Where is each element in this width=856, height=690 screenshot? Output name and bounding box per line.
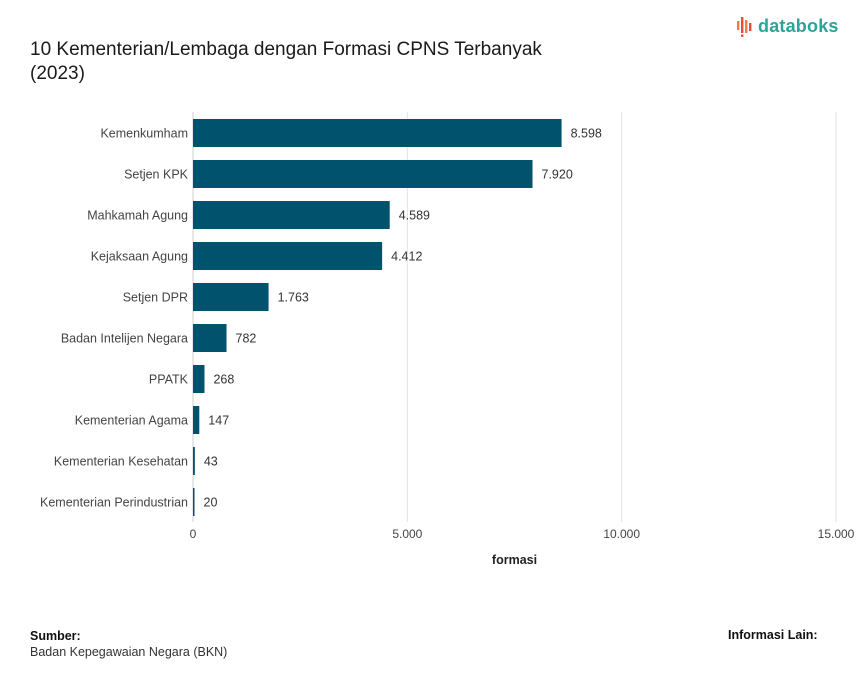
value-label: 4.412 [391, 250, 422, 264]
value-label: 268 [213, 373, 234, 387]
value-label: 1.763 [278, 291, 309, 305]
chart-title-line1: 10 Kementerian/Lembaga dengan Formasi CP… [30, 39, 542, 60]
bar-chart: Kemenkumham Setjen KPK Mahkamah Agung Kejak… [40, 112, 855, 567]
x-tick-label: 10.000 [603, 527, 640, 541]
category-label: Kementerian Agama [75, 414, 188, 428]
category-label: Kemenkumham [100, 127, 188, 141]
chart-title: 10 Kementerian/Lembaga dengan Formasi CP… [30, 38, 650, 86]
category-labels: Kemenkumham Setjen KPK Mahkamah Agung Kejak… [40, 127, 189, 510]
category-label: Mahkamah Agung [87, 209, 188, 223]
x-axis-label: formasi [492, 553, 537, 567]
databoks-logo-icon [737, 17, 752, 37]
bars [193, 119, 562, 516]
category-label: PPATK [149, 373, 189, 387]
category-label: Setjen KPK [124, 168, 189, 182]
bar [193, 283, 269, 311]
source-block: Sumber: Badan Kepegawaian Negara (BKN) [30, 628, 227, 660]
x-tick-labels: 0 5.000 10.000 15.000 [190, 527, 855, 541]
value-label: 147 [208, 414, 229, 428]
chart-title-line2: (2023) [30, 63, 85, 84]
bar [193, 488, 195, 516]
value-label: 7.920 [542, 168, 573, 182]
value-label: 8.598 [571, 127, 602, 141]
value-label: 20 [204, 496, 218, 510]
category-label: Setjen DPR [123, 291, 188, 305]
category-label: Kementerian Perindustrian [40, 496, 188, 510]
x-tick-label: 5.000 [392, 527, 422, 541]
value-label: 4.589 [399, 209, 430, 223]
value-label: 43 [204, 455, 218, 469]
brand-name: databoks [758, 15, 839, 36]
info-title: Informasi Lain: [728, 628, 818, 642]
bar [193, 365, 205, 393]
value-labels: 8.598 7.920 4.589 4.412 1.763 782 268 147 43 20 [204, 127, 602, 510]
source-text: Badan Kepegawaian Negara (BKN) [30, 645, 228, 659]
bar [193, 160, 533, 188]
bar [193, 242, 383, 270]
x-tick-label: 15.000 [818, 527, 855, 541]
bar [193, 324, 227, 352]
bar [193, 201, 390, 229]
brand-logo[interactable]: databoks [736, 14, 839, 38]
category-label: Badan Intelijen Negara [61, 332, 188, 346]
x-tick-label: 0 [190, 527, 197, 541]
category-label: Kejaksaan Agung [91, 250, 188, 264]
category-label: Kementerian Kesehatan [54, 455, 188, 469]
bar [193, 119, 562, 147]
bar [193, 406, 200, 434]
value-label: 782 [236, 332, 257, 346]
bar [193, 447, 195, 475]
source-title: Sumber: [30, 629, 81, 643]
